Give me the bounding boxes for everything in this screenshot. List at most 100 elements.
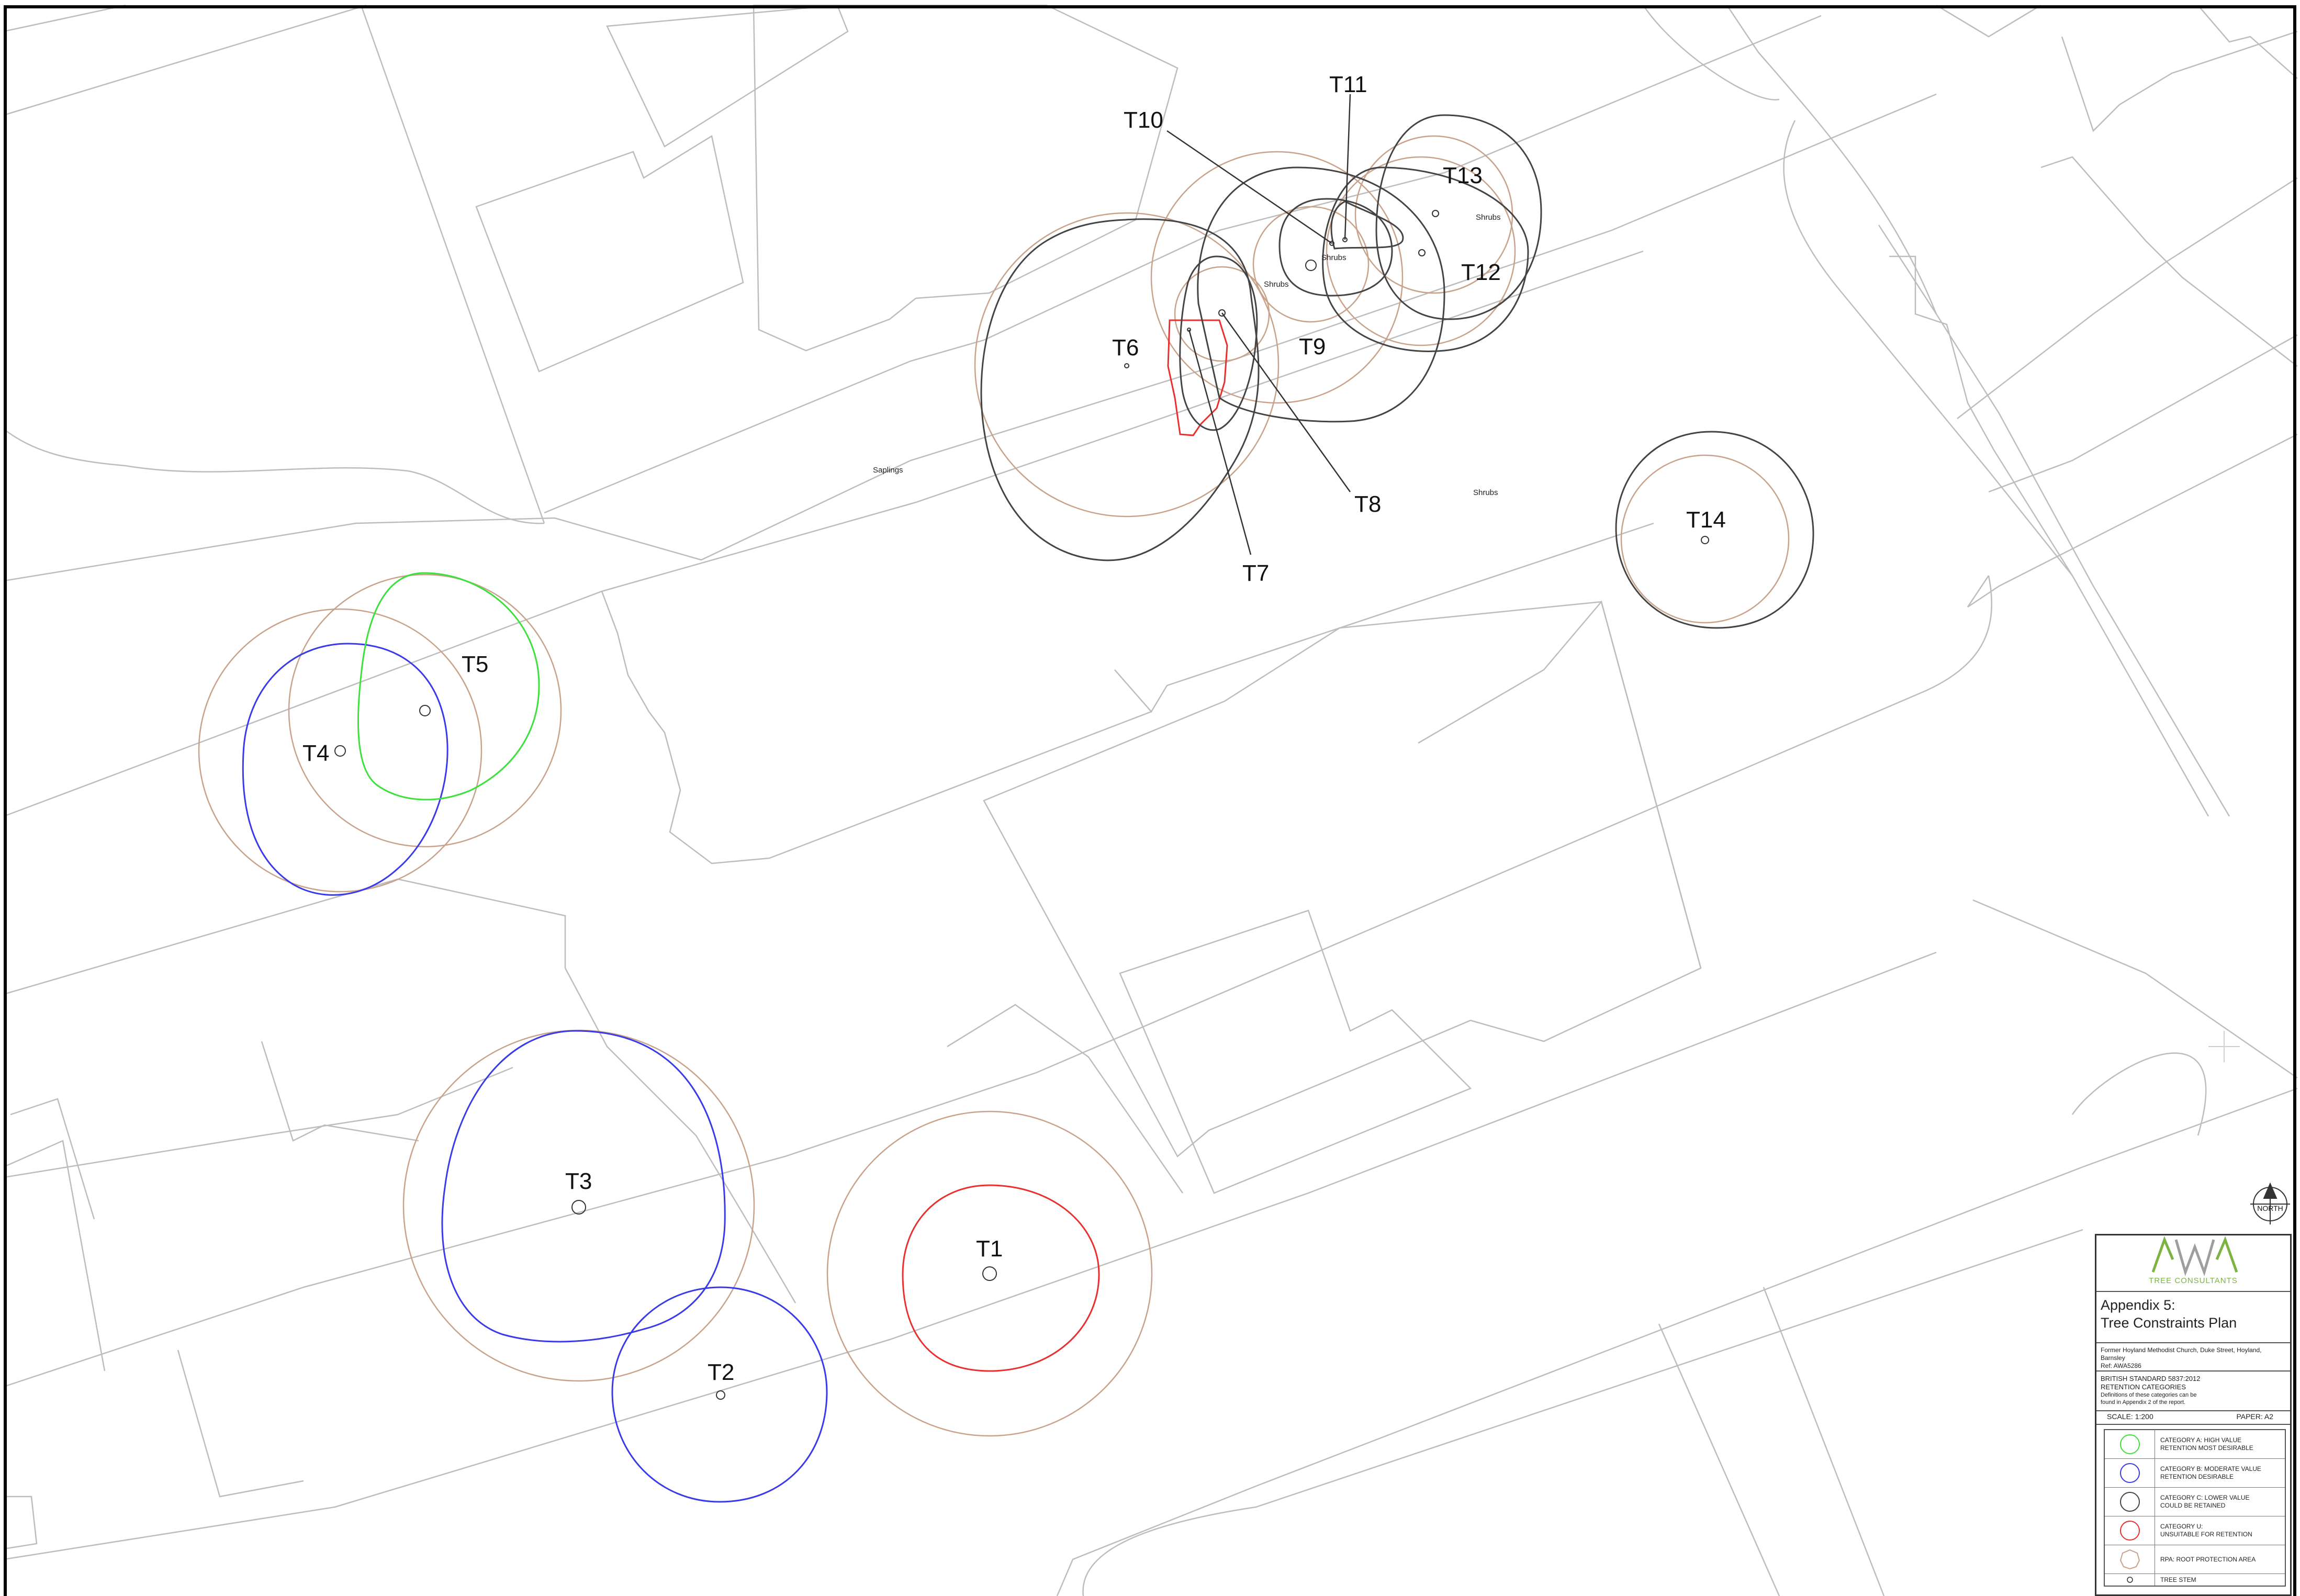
stem-t13 xyxy=(1432,210,1439,217)
stem-t9 xyxy=(1305,260,1317,271)
tree-label: T2 xyxy=(708,1359,734,1385)
north-arrow: NORTH xyxy=(2250,1182,2290,1224)
tree-label: T6 xyxy=(1112,335,1139,361)
canopy-t11 xyxy=(1330,200,1404,250)
canopy-t14 xyxy=(1615,431,1814,629)
tree-labels: T1 T2 T3 T4 T5 T6 T7 T8 T9 T10 T11 T12 T… xyxy=(302,72,1726,1385)
legend-item-category-u: CATEGORY U: UNSUITABLE FOR RETENTION xyxy=(2105,1516,2285,1545)
category-c-canopies xyxy=(980,114,1814,629)
awa-logo-icon xyxy=(2151,1236,2238,1276)
stem-t8 xyxy=(1218,309,1226,317)
stem-t5 xyxy=(419,705,431,716)
reference-text: Ref: AWA5286 xyxy=(2101,1362,2141,1369)
red-circle-icon xyxy=(2119,1521,2140,1541)
green-circle-icon xyxy=(2119,1434,2140,1454)
logo-subtitle: TREE CONSULTANTS xyxy=(2149,1276,2238,1285)
legend-item-category-b: CATEGORY B: MODERATE VALUE RETENTION DES… xyxy=(2105,1459,2285,1488)
tree-label: T9 xyxy=(1299,334,1326,359)
tree-label: T8 xyxy=(1354,491,1381,517)
plan-title: Appendix 5: Tree Constraints Plan xyxy=(2096,1292,2290,1343)
canopy-t8 xyxy=(1179,255,1258,431)
rpa-t5 xyxy=(288,574,562,848)
annotation-shrubs: Shrubs xyxy=(1321,253,1347,262)
tree-label: T4 xyxy=(302,740,329,766)
map-annotations: Shrubs Shrubs Shrubs Shrubs Saplings xyxy=(873,213,1501,497)
rpa-t1 xyxy=(826,1110,1153,1437)
stem-t3 xyxy=(571,1200,586,1215)
legend-label: CATEGORY C: LOWER VALUE COULD BE RETAINE… xyxy=(2160,1494,2250,1509)
scale-text: SCALE: 1:200 xyxy=(2107,1412,2153,1421)
canopy-t7 xyxy=(1167,319,1228,436)
rpa-t8 xyxy=(1174,266,1270,362)
tree-label: T5 xyxy=(462,651,488,677)
stem-t4 xyxy=(334,745,346,757)
annotation-shrubs: Shrubs xyxy=(1473,488,1498,497)
canopy-t9 xyxy=(1197,166,1445,423)
annotation-saplings: Saplings xyxy=(873,466,903,475)
rpa-t10 xyxy=(1252,206,1370,323)
tree-label: T14 xyxy=(1686,507,1726,533)
category-b-canopies xyxy=(242,643,828,1503)
crosshair-mark xyxy=(2208,1031,2240,1062)
rpa-t6 xyxy=(974,212,1280,518)
root-protection-areas xyxy=(198,135,1790,1437)
legend-label: RPA: ROOT PROTECTION AREA xyxy=(2160,1555,2256,1563)
categories-note-1: Definitions of these categories can be xyxy=(2101,1392,2197,1398)
annotation-shrubs: Shrubs xyxy=(1264,280,1289,289)
tree-stem-icon xyxy=(2126,1577,2133,1583)
stem-t10 xyxy=(1329,241,1334,246)
legend: CATEGORY A: HIGH VALUE RETENTION MOST DE… xyxy=(2104,1429,2286,1587)
rpa-t14 xyxy=(1620,454,1790,624)
canopy-t6 xyxy=(980,218,1260,561)
tree-label: T11 xyxy=(1329,72,1367,97)
tree-label: T1 xyxy=(976,1236,1003,1262)
leader-lines xyxy=(1166,94,1351,555)
canopy-t12 xyxy=(1322,166,1529,352)
rpa-polygon-icon xyxy=(2119,1549,2140,1570)
address-text: Former Hoyland Methodist Church, Duke St… xyxy=(2101,1346,2262,1362)
retention-heading: RETENTION CATEGORIES xyxy=(2101,1383,2186,1391)
legend-item-category-c: CATEGORY C: LOWER VALUE COULD BE RETAINE… xyxy=(2105,1488,2285,1516)
scale-row: SCALE: 1:200 PAPER: A2 xyxy=(2096,1411,2290,1425)
site-linework xyxy=(3,4,2298,1596)
canopy-t2 xyxy=(611,1286,828,1503)
annotation-shrubs: Shrubs xyxy=(1476,213,1501,222)
legend-label: CATEGORY A: HIGH VALUE RETENTION MOST DE… xyxy=(2160,1436,2253,1452)
tree-label: T13 xyxy=(1443,163,1483,188)
canopy-t13 xyxy=(1375,114,1542,320)
stem-t1 xyxy=(982,1266,997,1281)
category-u-canopies xyxy=(902,319,1228,1372)
standard-text: BRITISH STANDARD 5837:2012 xyxy=(2101,1375,2201,1383)
drawing-frame xyxy=(4,5,2296,1596)
legend-label: CATEGORY U: UNSUITABLE FOR RETENTION xyxy=(2160,1523,2252,1538)
legend-item-tree-stem: TREE STEM xyxy=(2105,1574,2285,1586)
tree-label: T7 xyxy=(1242,560,1269,586)
canopy-t4 xyxy=(242,643,448,896)
rpa-t4 xyxy=(198,608,483,893)
stem-t6 xyxy=(1124,363,1129,368)
legend-item-category-a: CATEGORY A: HIGH VALUE RETENTION MOST DE… xyxy=(2105,1430,2285,1459)
site-address: Former Hoyland Methodist Church, Duke St… xyxy=(2096,1343,2290,1372)
stem-t12 xyxy=(1418,249,1426,256)
grey-circle-icon xyxy=(2119,1492,2140,1512)
plan-title-line-1: Appendix 5: xyxy=(2101,1297,2175,1313)
paper-size-text: PAPER: A2 xyxy=(2236,1412,2273,1421)
legend-label: CATEGORY B: MODERATE VALUE RETENTION DES… xyxy=(2160,1465,2261,1480)
canopy-t1 xyxy=(902,1184,1100,1372)
canopy-t5 xyxy=(357,572,540,801)
company-logo: TREE CONSULTANTS xyxy=(2096,1235,2290,1292)
canopy-t10 xyxy=(1278,198,1393,297)
blue-circle-icon xyxy=(2119,1463,2140,1483)
categories-note-2: found in Appendix 2 of the report. xyxy=(2101,1399,2186,1406)
north-pointer-icon xyxy=(2263,1182,2277,1199)
standard-info: BRITISH STANDARD 5837:2012 RETENTION CAT… xyxy=(2096,1372,2290,1411)
north-label: NORTH xyxy=(2257,1204,2283,1212)
tree-label: T12 xyxy=(1461,260,1501,285)
tree-stems xyxy=(334,210,1709,1400)
tree-label: T10 xyxy=(1124,107,1163,133)
plan-title-line-2: Tree Constraints Plan xyxy=(2101,1315,2237,1331)
tree-label: T3 xyxy=(565,1168,592,1194)
stem-t2 xyxy=(716,1390,725,1400)
canopy-t3 xyxy=(441,1030,726,1343)
